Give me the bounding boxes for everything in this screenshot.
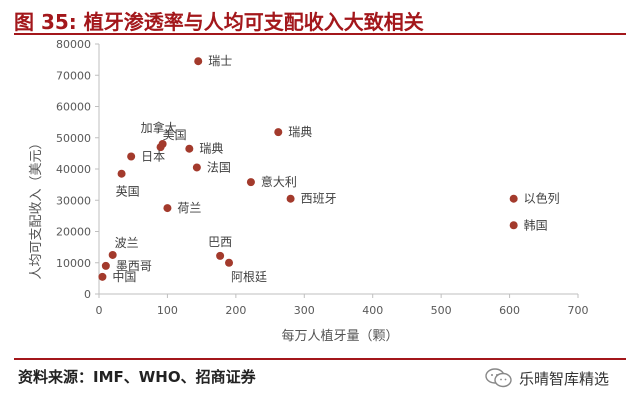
data-label: 法国 [207, 160, 231, 174]
y-axis-label: 人均可支配收入（美元） [29, 136, 44, 279]
x-tick-label: 100 [157, 304, 178, 317]
watermark: 乐晴智库精选 [484, 366, 609, 390]
data-point [127, 152, 136, 161]
data-label: 以色列 [524, 192, 560, 206]
figure-title: 图 35: 植牙渗透率与人均可支配收入大致相关 [14, 10, 424, 34]
data-points [98, 57, 518, 281]
point-labels: 瑞士加拿大美国日本瑞典瑞典法国英国意大利西班牙荷兰以色列韩国波兰墨西哥中国巴西阿… [112, 54, 559, 284]
data-point [108, 250, 117, 259]
data-point [101, 261, 110, 270]
figure-title-bar: 图 35: 植牙渗透率与人均可支配收入大致相关 [14, 4, 626, 34]
data-point [156, 143, 165, 152]
data-label: 瑞典 [288, 125, 312, 139]
tick-labels: 0 10000 20000 30000 40000 50000 60000 70000 8000… [56, 38, 589, 317]
data-point [194, 57, 203, 66]
x-tick-label: 400 [362, 304, 383, 317]
scatter-chart: 0 10000 20000 30000 40000 50000 60000 70000 8000… [29, 38, 589, 344]
y-tick-label: 60000 [56, 101, 91, 114]
title-rule [14, 33, 626, 35]
data-label: 巴西 [208, 235, 232, 249]
data-point [98, 272, 107, 281]
footer-rule [14, 358, 626, 360]
data-point [163, 204, 172, 213]
data-point [192, 163, 201, 172]
x-tick-label: 0 [96, 304, 103, 317]
watermark-text: 乐晴智库精选 [519, 369, 610, 388]
x-tick-label: 500 [431, 304, 452, 317]
data-label: 阿根廷 [231, 270, 267, 284]
wechat-icon [485, 368, 512, 388]
data-point [246, 178, 255, 187]
data-label: 瑞士 [208, 54, 232, 68]
data-label: 日本 [141, 150, 165, 164]
data-point [509, 221, 518, 230]
x-tick-label: 700 [568, 304, 589, 317]
y-tick-label: 70000 [56, 69, 91, 82]
data-label: 西班牙 [301, 192, 337, 206]
y-tick-label: 20000 [56, 226, 91, 239]
data-point [216, 251, 225, 260]
data-label: 加拿大 [141, 120, 177, 135]
y-tick-label: 0 [84, 288, 91, 301]
source-note: 资料来源：IMF、WHO、招商证券 [18, 368, 256, 386]
x-tick-label: 300 [294, 304, 315, 317]
data-label: 中国 [112, 269, 136, 284]
data-label: 英国 [116, 185, 140, 199]
data-label: 美国 [163, 128, 187, 142]
data-label: 墨西哥 [116, 259, 152, 273]
data-point [225, 258, 234, 267]
x-tick-label: 600 [499, 304, 520, 317]
y-tick-label: 30000 [56, 194, 91, 207]
y-tick-label: 10000 [56, 257, 91, 270]
data-point [286, 194, 295, 203]
data-label: 瑞典 [199, 142, 223, 156]
data-label: 波兰 [115, 236, 139, 250]
x-tick-label: 200 [225, 304, 246, 317]
data-point [509, 194, 518, 203]
y-tick-label: 40000 [56, 163, 91, 176]
data-label: 荷兰 [177, 201, 201, 215]
y-tick-label: 50000 [56, 132, 91, 145]
data-label: 意大利 [261, 174, 297, 189]
y-tick-label: 80000 [56, 38, 91, 51]
data-point [274, 128, 283, 137]
x-axis-label: 每万人植牙量（颗） [281, 328, 398, 344]
data-point [185, 144, 194, 153]
chart-axes [95, 43, 579, 298]
data-label: 韩国 [524, 217, 548, 232]
data-point [117, 169, 126, 178]
